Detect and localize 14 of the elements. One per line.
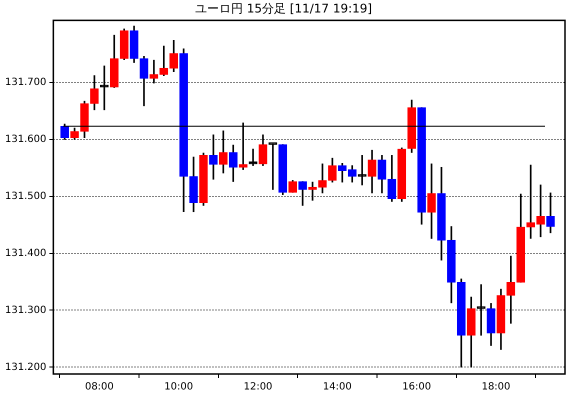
y-tick-label: 131.200	[4, 362, 46, 373]
candlestick	[318, 164, 327, 194]
x-tick-label: 08:00	[84, 382, 114, 393]
y-tick-label: 131.700	[4, 77, 46, 88]
x-tick-label: 10:00	[164, 382, 194, 393]
x-tick-label: 18:00	[482, 382, 510, 393]
x-tick-label: 12:00	[244, 382, 272, 393]
y-tick-label: 131.500	[4, 190, 46, 202]
y-tick-label: 131.300	[4, 304, 46, 316]
x-tick-label: 16:00	[402, 382, 432, 393]
x-tick-label: 14:00	[322, 382, 352, 393]
y-tick-label: 131.400	[4, 248, 46, 259]
y-tick-label: 131.600	[4, 134, 46, 145]
chart-title: ユーロ円 15分足 [11/17 19:19]	[194, 1, 372, 16]
